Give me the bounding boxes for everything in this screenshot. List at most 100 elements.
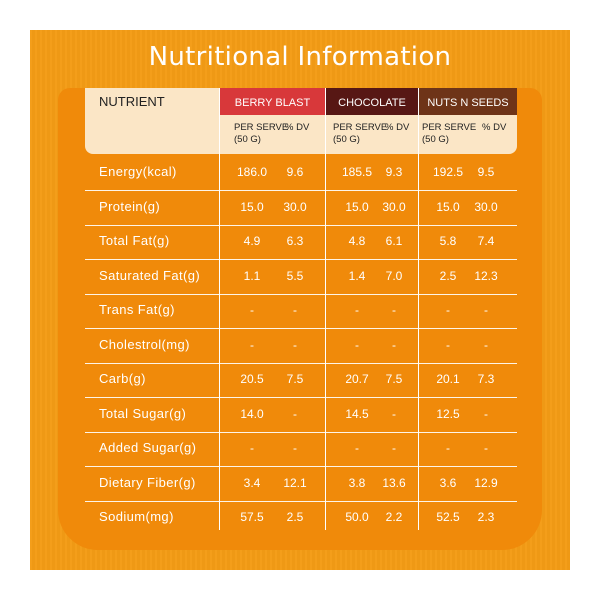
column-divider	[325, 88, 326, 530]
value-cell: 12.3	[474, 268, 498, 283]
value-cell: 3.4	[243, 475, 261, 490]
value-cell: 15.0	[240, 199, 264, 214]
value-cell: -	[484, 337, 488, 352]
value-cell: -	[446, 303, 450, 317]
value-cell: -	[484, 441, 488, 455]
value-cell: 2.2	[385, 510, 403, 524]
value-cell: -	[250, 337, 254, 352]
value-cell: -	[355, 441, 359, 455]
product-header-berry-blast: BERRY BLAST	[220, 88, 325, 115]
value-cell: 5.8	[439, 234, 457, 248]
value-cell: 30.0	[283, 199, 307, 214]
row-divider	[85, 328, 517, 329]
value-cell: 13.6	[382, 475, 406, 490]
value-cell: 5.5	[286, 268, 304, 283]
value-cell: -	[250, 441, 254, 455]
value-cell: -	[293, 406, 297, 421]
nutrient-label: Total Sugar(g)	[99, 405, 187, 421]
page-title: Nutritional Information	[148, 42, 452, 72]
nutrient-label: Added Sugar(g)	[99, 440, 197, 455]
value-cell: 30.0	[382, 199, 406, 214]
column-divider	[418, 88, 419, 530]
dv-label: % DV	[285, 122, 310, 133]
value-cell: -	[446, 337, 450, 352]
value-cell: 52.5	[436, 510, 460, 524]
per-serve-label: PER SERVE (50 G)	[333, 122, 388, 145]
per-serve-label: PER SERVE (50 G)	[234, 122, 289, 145]
value-cell: -	[293, 303, 297, 317]
product-header-nuts-n-seeds: NUTS N SEEDS	[419, 88, 517, 115]
value-cell: 15.0	[436, 199, 460, 214]
nutrient-label: Protein(g)	[99, 198, 161, 214]
per-serve-label: PER SERVE (50 G)	[422, 122, 477, 145]
value-cell: -	[355, 303, 359, 317]
value-cell: 6.3	[286, 234, 304, 248]
value-cell: -	[484, 406, 488, 421]
nutrient-column-header: NUTRIENT	[99, 94, 165, 109]
value-cell: -	[250, 303, 254, 317]
value-cell: 9.5	[477, 165, 495, 179]
value-cell: 57.5	[240, 510, 264, 524]
value-cell: 20.7	[345, 372, 369, 386]
value-cell: 20.1	[436, 372, 460, 386]
value-cell: 15.0	[345, 199, 369, 214]
value-cell: -	[392, 303, 396, 317]
value-cell: 192.5	[432, 165, 464, 179]
value-cell: 7.3	[477, 372, 495, 386]
nutrient-label: Sodium(mg)	[99, 509, 174, 524]
value-cell: 12.1	[283, 475, 307, 490]
value-cell: 7.5	[385, 372, 403, 386]
value-cell: 7.4	[477, 234, 495, 248]
row-divider	[85, 501, 517, 502]
value-cell: 3.8	[348, 475, 366, 490]
value-cell: 1.4	[348, 268, 366, 283]
nutrient-label: Cholestrol(mg)	[99, 336, 190, 352]
value-cell: 185.5	[341, 165, 373, 179]
value-cell: 12.5	[436, 406, 460, 421]
nutrient-label: Total Fat(g)	[99, 233, 170, 248]
row-divider	[85, 225, 517, 226]
row-divider	[85, 294, 517, 295]
value-cell: 50.0	[345, 510, 369, 524]
value-cell: 14.5	[345, 406, 369, 421]
value-cell: 4.8	[348, 234, 366, 248]
row-divider	[85, 259, 517, 260]
nutrient-label: Dietary Fiber(g)	[99, 474, 196, 490]
row-divider	[85, 397, 517, 398]
value-cell: -	[392, 441, 396, 455]
value-cell: 4.9	[243, 234, 261, 248]
value-cell: 2.3	[477, 510, 495, 524]
value-cell: 20.5	[240, 372, 264, 386]
value-cell: -	[392, 337, 396, 352]
value-cell: 14.0	[240, 406, 264, 421]
table-card	[58, 88, 542, 550]
nutrient-label: Saturated Fat(g)	[99, 267, 201, 283]
value-cell: 1.1	[243, 268, 261, 283]
value-cell: 2.5	[439, 268, 457, 283]
dv-label: % DV	[385, 122, 410, 133]
value-cell: -	[484, 303, 488, 317]
value-cell: -	[293, 337, 297, 352]
value-cell: -	[355, 337, 359, 352]
value-cell: -	[446, 441, 450, 455]
value-cell: 9.3	[385, 165, 403, 179]
value-cell: 9.6	[286, 165, 304, 179]
column-divider	[219, 88, 220, 530]
row-divider	[85, 466, 517, 467]
value-cell: -	[293, 441, 297, 455]
nutrient-label: Energy(kcal)	[99, 164, 177, 179]
row-divider	[85, 190, 517, 191]
nutrient-label: Trans Fat(g)	[99, 302, 175, 317]
value-cell: -	[392, 406, 396, 421]
value-cell: 7.0	[385, 268, 403, 283]
value-cell: 12.9	[474, 475, 498, 490]
nutrient-label: Carb(g)	[99, 371, 146, 386]
value-cell: 7.5	[286, 372, 304, 386]
value-cell: 30.0	[474, 199, 498, 214]
value-cell: 2.5	[286, 510, 304, 524]
product-header-chocolate: CHOCOLATE	[326, 88, 418, 115]
value-cell: 3.6	[439, 475, 457, 490]
dv-label: % DV	[482, 122, 507, 133]
row-divider	[85, 432, 517, 433]
row-divider	[85, 363, 517, 364]
